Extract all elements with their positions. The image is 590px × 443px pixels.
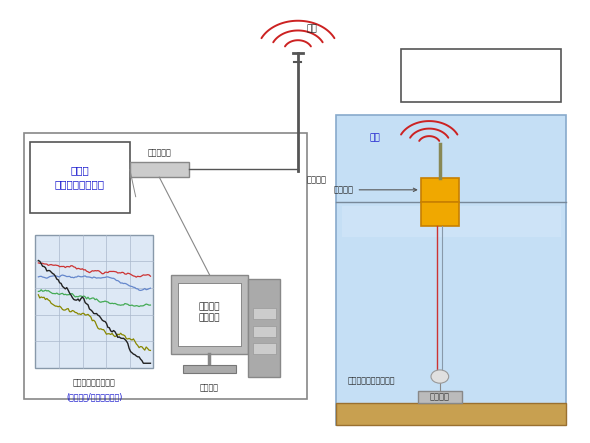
Bar bbox=[35, 235, 153, 368]
Bar bbox=[24, 133, 307, 399]
Bar bbox=[253, 343, 276, 354]
Text: アンカー: アンカー bbox=[430, 392, 450, 401]
Text: 監視画面: 監視画面 bbox=[200, 383, 219, 392]
Bar bbox=[418, 391, 462, 403]
Bar bbox=[342, 206, 560, 237]
Bar bbox=[178, 283, 241, 346]
Circle shape bbox=[431, 370, 448, 383]
Text: 目標探知
結果表示: 目標探知 結果表示 bbox=[199, 303, 220, 322]
Bar bbox=[421, 202, 459, 226]
Text: (信号処理/情報処理技術): (信号処理/情報処理技術) bbox=[66, 392, 123, 401]
Text: パッシブ音響センサー: パッシブ音響センサー bbox=[348, 377, 396, 385]
Bar bbox=[30, 142, 130, 213]
Text: 無線: 無線 bbox=[369, 133, 380, 142]
Bar bbox=[336, 115, 566, 425]
Bar bbox=[401, 49, 560, 102]
Text: 無線受信機: 無線受信機 bbox=[148, 148, 171, 157]
Bar bbox=[171, 275, 248, 354]
Bar bbox=[253, 326, 276, 337]
Text: アンテナ: アンテナ bbox=[307, 175, 327, 184]
Bar bbox=[336, 403, 566, 425]
Text: 陸上部
（モニター装置）: 陸上部 （モニター装置） bbox=[55, 165, 104, 189]
Text: 水中側: 水中側 bbox=[471, 62, 490, 72]
Text: （監視ブイ：音響センサー装置）: （監視ブイ：音響センサー装置） bbox=[445, 82, 516, 92]
Bar bbox=[183, 365, 236, 373]
Text: 無線: 無線 bbox=[307, 24, 317, 33]
Bar bbox=[130, 162, 189, 177]
Bar bbox=[253, 308, 276, 319]
Text: 送信ブイ: 送信ブイ bbox=[333, 185, 417, 194]
Text: 周波数分析結果表示: 周波数分析結果表示 bbox=[73, 379, 116, 388]
Bar bbox=[248, 279, 280, 377]
Bar bbox=[421, 178, 459, 202]
